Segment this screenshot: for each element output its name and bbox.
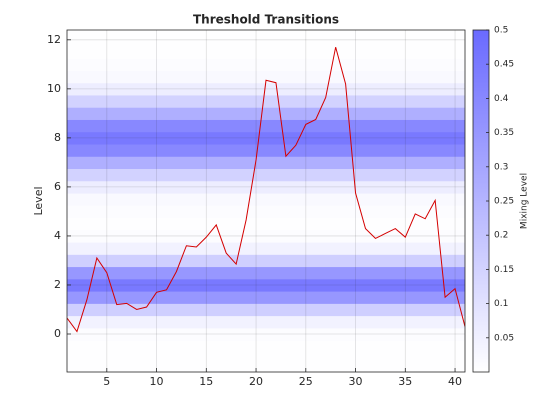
colorbar-tick-label: 0.3 (494, 162, 508, 172)
y-axis-label: Level (32, 186, 45, 215)
colorbar-tick-label: 0.25 (494, 197, 514, 207)
heat-row (67, 45, 465, 59)
plot-area (67, 47, 465, 333)
y-tick-label: 10 (47, 82, 61, 95)
heat-row (67, 131, 465, 145)
y-tick-label: 12 (47, 33, 61, 46)
heat-row (67, 303, 465, 317)
heat-row (67, 352, 465, 366)
colorbar-tick-label: 0.15 (494, 265, 514, 275)
heat-row (67, 242, 465, 255)
axes-box (66, 29, 466, 373)
data-line (67, 47, 465, 333)
heat-row (67, 254, 465, 268)
x-tick-label: 35 (398, 375, 412, 388)
x-tick-label: 25 (299, 375, 313, 388)
heat-row (67, 94, 465, 108)
colorbar-tick-label: 0.2 (494, 231, 508, 241)
y-tick-label: 0 (54, 327, 61, 340)
colorbar-label: Mixing Level (520, 173, 530, 229)
heat-row (67, 168, 465, 182)
heat-row (67, 278, 465, 292)
heat-row (67, 119, 465, 133)
heat-row (67, 229, 465, 243)
heat-row (67, 364, 465, 372)
heat-row (67, 156, 465, 170)
heat-row (67, 266, 465, 280)
heatmap (67, 30, 465, 372)
heat-row (67, 30, 465, 47)
colorbar-tick-label: 0.35 (494, 128, 514, 138)
x-tick-label: 10 (150, 375, 164, 388)
y-tick-label: 8 (54, 131, 61, 144)
x-tick-label: 5 (103, 375, 110, 388)
x-tick-label: 20 (249, 375, 263, 388)
x-tick-label: 40 (448, 375, 462, 388)
heat-row (67, 327, 465, 341)
heat-row (67, 340, 465, 353)
heat-row (67, 82, 465, 96)
colorbar-tick-label: 0.1 (494, 299, 508, 309)
heat-row (67, 58, 465, 71)
heat-row (67, 70, 465, 84)
y-tick-label: 2 (54, 278, 61, 291)
x-tick-label: 15 (199, 375, 213, 388)
y-tick-label: 6 (54, 180, 61, 193)
colorbar-tick-label: 0.5 (494, 26, 508, 36)
colorbar-tick-label: 0.4 (494, 94, 509, 104)
heat-row (67, 144, 465, 157)
heat-row (67, 315, 465, 329)
x-tick-label: 30 (349, 375, 363, 388)
heat-row (67, 180, 465, 194)
colorbar-tick-label: 0.45 (494, 60, 514, 70)
grid (67, 30, 465, 372)
y-tick-label: 4 (54, 229, 61, 242)
chart-title: Threshold Transitions (193, 13, 339, 27)
heat-row (67, 205, 465, 219)
colorbar-tick-label: 0.05 (494, 333, 514, 343)
heat-row (67, 193, 465, 206)
heat-row (67, 291, 465, 304)
heat-row (67, 107, 465, 120)
